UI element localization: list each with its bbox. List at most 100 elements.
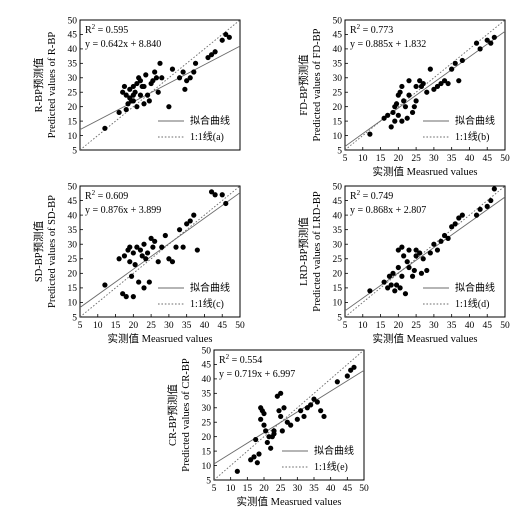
- one-to-one-line: [214, 350, 364, 480]
- x-tick-label: 20: [394, 154, 404, 164]
- one-to-one-line: [80, 186, 240, 317]
- x-tick-label: 45: [343, 484, 353, 494]
- y-tick-label: 45: [202, 361, 212, 371]
- y-tick-label: 20: [68, 270, 78, 280]
- y-tick-label: 50: [202, 346, 212, 356]
- data-point: [212, 192, 218, 198]
- data-point: [132, 89, 138, 95]
- x-tick-label: 40: [465, 321, 475, 331]
- data-point: [253, 436, 259, 443]
- x-tick-label: 15: [376, 321, 386, 331]
- fit-line: [80, 192, 240, 308]
- panel-e: 5 10 15 20 25 30 35 40 45 50 5 10 15 20 25 30 35 40 45 50 R2…: [166, 346, 369, 508]
- data-point: [484, 203, 490, 209]
- data-point: [281, 405, 287, 411]
- fit-equation: y = 0.719x + 6.997: [219, 369, 295, 380]
- y-tick-label: 30: [333, 241, 343, 251]
- data-point: [473, 212, 480, 218]
- x-tick-label: 10: [93, 321, 103, 331]
- fit-equation: y = 0.642x + 8.840: [85, 39, 161, 50]
- y-tick-label: 40: [68, 211, 78, 221]
- data-point: [441, 78, 448, 84]
- data-point: [388, 282, 394, 288]
- data-point: [367, 288, 373, 294]
- y-tick-label: 10: [333, 132, 343, 142]
- data-point: [456, 78, 462, 84]
- x-tick-label: 5: [343, 154, 348, 164]
- y-tick-label: 5: [72, 146, 77, 156]
- data-point: [143, 72, 149, 78]
- data-point: [420, 256, 426, 262]
- data-point: [404, 259, 410, 265]
- data-point: [127, 86, 133, 92]
- data-point: [137, 92, 144, 98]
- y-tick-label: 20: [333, 270, 343, 280]
- data-point: [424, 267, 430, 274]
- x-tick-label: 20: [394, 321, 404, 331]
- x-tick-label: 35: [182, 321, 192, 331]
- data-point: [318, 408, 324, 414]
- data-point: [445, 80, 451, 87]
- y-tick-label: 25: [333, 89, 343, 99]
- x-tick-label: 10: [358, 154, 368, 164]
- data-point: [150, 78, 156, 84]
- y-tick-label: 45: [333, 197, 343, 207]
- data-point: [413, 98, 419, 104]
- x-tick-label: 15: [376, 154, 386, 164]
- data-point: [187, 75, 193, 81]
- data-point: [288, 422, 294, 428]
- data-point: [256, 451, 262, 457]
- data-point: [392, 288, 398, 294]
- y-tick-label: 40: [333, 45, 343, 55]
- x-tick-label: 50: [500, 321, 510, 331]
- data-point: [130, 98, 136, 104]
- y-tick-label: 20: [68, 103, 78, 113]
- x-tick-label: 45: [482, 154, 492, 164]
- data-point: [208, 189, 215, 195]
- legend-fit-label: 拟合曲线: [190, 281, 230, 294]
- data-point: [180, 244, 186, 250]
- data-point: [123, 92, 129, 98]
- data-point: [406, 264, 412, 271]
- y-tick-label: 50: [68, 16, 78, 26]
- y-tick-label: 25: [68, 255, 78, 265]
- y-tick-label: 50: [333, 182, 343, 192]
- plot-area: [79, 19, 241, 151]
- data-point: [184, 221, 190, 227]
- data-point: [427, 250, 433, 256]
- data-point: [417, 78, 423, 84]
- data-point: [434, 247, 441, 253]
- data-point: [431, 86, 437, 92]
- data-point: [176, 75, 183, 81]
- data-point: [136, 279, 142, 285]
- data-point: [491, 34, 497, 40]
- data-point: [125, 101, 131, 107]
- plot-area: [79, 185, 241, 318]
- x-tick-label: 25: [146, 321, 156, 331]
- data-point: [321, 413, 327, 420]
- y-axis-title-cn: SD-BP预测值: [32, 220, 45, 282]
- x-tick-label: 35: [447, 154, 457, 164]
- panel-c: 5 10 15 20 25 30 35 40 45 50 5 10 15 20 25 30 35 40 45 50 R2…: [32, 182, 245, 345]
- y-tick-label: 15: [333, 284, 343, 294]
- data-point: [152, 69, 158, 75]
- r-squared: R2 = 0.554: [219, 353, 262, 366]
- y-tick-label: 5: [337, 313, 342, 323]
- y-tick-label: 35: [68, 60, 78, 70]
- x-tick-label: 15: [111, 321, 121, 331]
- data-point: [402, 291, 409, 297]
- data-point: [427, 66, 433, 72]
- data-point: [166, 256, 172, 262]
- data-point: [279, 428, 285, 434]
- legend-fit-label: 拟合曲线: [455, 281, 495, 294]
- data-point: [390, 270, 396, 276]
- data-point: [219, 192, 225, 198]
- data-point: [390, 109, 396, 116]
- data-point: [261, 410, 267, 417]
- data-point: [134, 244, 140, 250]
- data-point: [417, 250, 423, 256]
- data-point: [141, 285, 147, 291]
- r-squared: R2 = 0.595: [85, 23, 128, 36]
- x-tick-label: 50: [500, 154, 510, 164]
- data-point: [367, 131, 373, 137]
